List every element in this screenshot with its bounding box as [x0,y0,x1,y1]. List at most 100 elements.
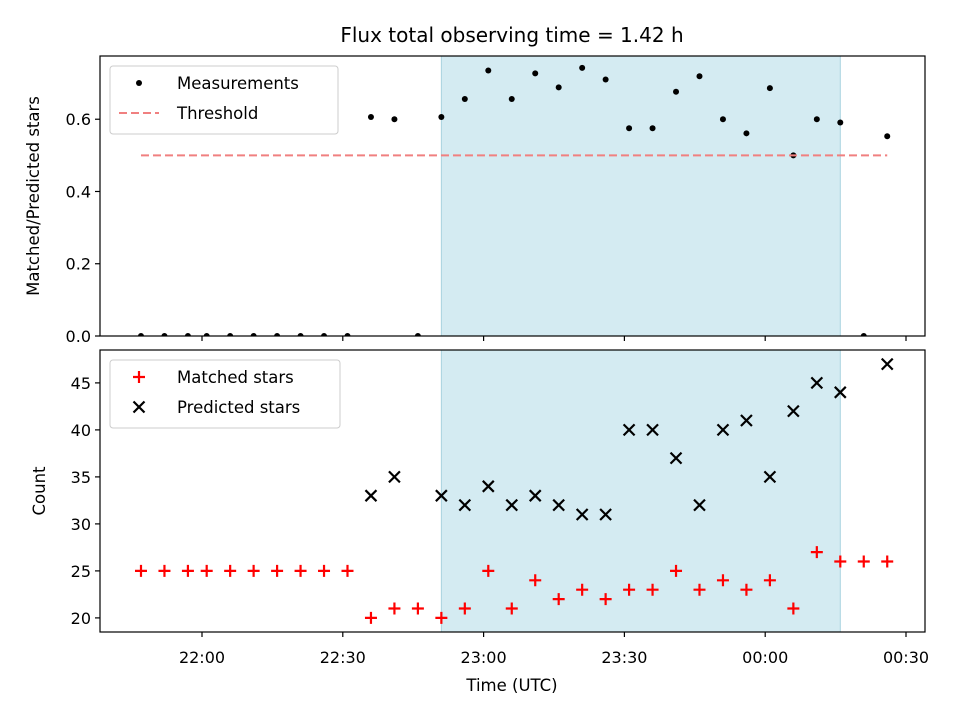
y-tick-label: 25 [71,562,91,581]
measurement-point [743,130,750,137]
matched-star-point [834,555,847,568]
predicted-star-point [740,414,753,427]
plot-area [134,350,894,632]
measurement-point [555,84,562,91]
measurement-point [813,116,820,123]
legend-plus-marker [133,371,145,383]
measurement-point [696,73,703,80]
y-tick-label: 45 [71,374,91,393]
matched-star-point [716,574,729,587]
matched-star-point [646,583,659,596]
measurement-point [274,333,281,336]
predicted-star-point [646,423,659,437]
matched-star-point [670,564,683,577]
matched-star-point [411,602,424,615]
predicted-star-point [763,470,777,484]
y-tick-label: 0.2 [66,255,91,274]
predicted-star-point [482,480,495,493]
count-panel: 20 25 30 35 40 45 Matched stars Predicted stars [71,349,926,637]
x-tick-label: 00:30 [883,648,929,667]
matched-star-point [693,583,706,596]
legend: Measurements Threshold [109,65,339,135]
x-tick-label: 22:30 [320,648,366,667]
matched-star-point [505,602,518,615]
legend-box [109,65,339,135]
matched-star-point [158,564,171,577]
matched-star-point [318,564,331,577]
measurement-point [837,119,844,126]
y-tick-label: 0.4 [66,182,91,201]
matched-star-point [763,574,776,587]
y-tick-label: 40 [71,421,91,440]
measurement-point [344,333,351,336]
predicted-star-point [716,423,730,437]
predicted-star-point [528,489,542,502]
axes-frame [99,55,926,337]
observing-window-band [440,56,841,336]
measurement-point [508,95,515,102]
predicted-star-point [622,423,636,437]
matched-star-point [482,564,495,577]
ratio-panel: 0.0 0.2 0.4 0.6 Measurements Threshold [66,55,926,346]
observing-window-band [440,350,841,632]
matched-star-point [294,564,307,577]
matched-star-point [247,564,260,577]
matched-star-point [740,583,753,596]
measurement-point [137,333,144,336]
measurement-point [203,333,210,336]
legend-x-marker [132,400,146,414]
matched-star-point [388,602,401,615]
predicted-star-point [880,357,894,371]
matched-star-point [341,564,354,577]
measurement-point [414,333,421,336]
matched-star-point [458,602,471,615]
measurement-point [461,95,468,102]
y-tick-label: 0.6 [66,110,91,129]
top-y-axis-label: Matched/Predicted stars [24,96,43,296]
predicted-star-point [693,498,706,512]
matched-star-point [224,564,237,577]
matched-star-point [881,555,894,568]
y-tick-label: 35 [71,468,91,487]
predicted-star-point [435,489,448,502]
matched-star-point [364,611,377,624]
measurement-point [860,333,867,336]
matched-star-point [857,555,870,568]
x-tick-label: 22:00 [179,648,225,667]
matched-star-point [552,593,565,606]
matched-star-point [271,564,284,577]
measurement-point [391,116,398,123]
measurement-point [184,333,191,336]
legend-label: Threshold [176,104,258,123]
y-tick-label: 20 [71,609,91,628]
predicted-star-point [575,508,589,521]
measurement-point [766,85,773,92]
legend-box [109,359,341,429]
matched-star-point [529,574,542,587]
y-tick-label: 0.0 [66,327,91,346]
measurement-point [297,333,304,336]
bottom-y-axis-label: Count [30,466,49,516]
measurement-point [438,114,445,121]
legend-label: Predicted stars [177,398,300,417]
axes-frame [99,349,926,633]
matched-star-point [435,611,448,624]
measurement-point [485,67,492,74]
predicted-star-point [787,404,800,418]
legend-label: Matched stars [177,368,294,387]
legend-label: Measurements [177,74,299,93]
predicted-star-point [810,376,824,390]
matched-star-point [134,564,147,577]
x-axis-label: Time (UTC) [465,676,557,695]
matched-star-point [787,602,800,615]
matched-star-point [181,564,194,577]
measurement-point [161,333,168,336]
matched-star-point [200,564,213,577]
matched-star-point [576,583,589,596]
x-tick-label: 23:30 [601,648,647,667]
matched-star-point [599,593,612,606]
measurement-point [884,133,891,140]
predicted-star-point [505,498,519,512]
measurement-point [719,116,726,123]
